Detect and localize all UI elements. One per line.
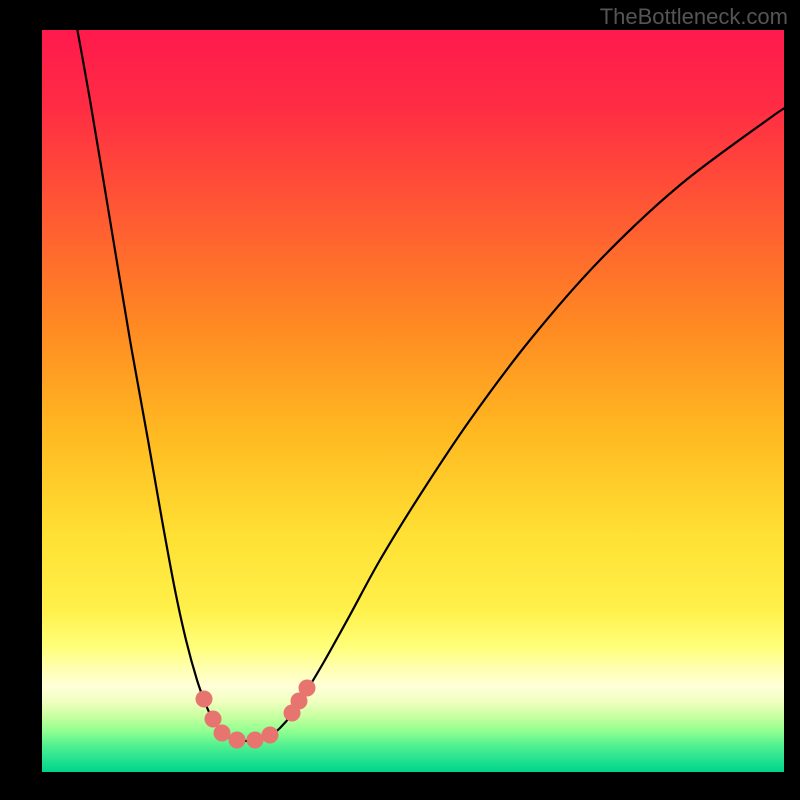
watermark-text: TheBottleneck.com bbox=[600, 4, 788, 30]
marker-group bbox=[196, 680, 316, 749]
curve-marker bbox=[229, 732, 246, 749]
curve-marker bbox=[262, 727, 279, 744]
plot-area bbox=[42, 30, 784, 772]
curve-marker bbox=[205, 711, 222, 728]
curve-marker bbox=[196, 691, 213, 708]
curve-marker bbox=[247, 732, 264, 749]
curve-marker bbox=[214, 725, 231, 742]
curve-marker bbox=[299, 680, 316, 697]
bottleneck-curve bbox=[71, 30, 784, 741]
curve-layer bbox=[42, 30, 784, 772]
